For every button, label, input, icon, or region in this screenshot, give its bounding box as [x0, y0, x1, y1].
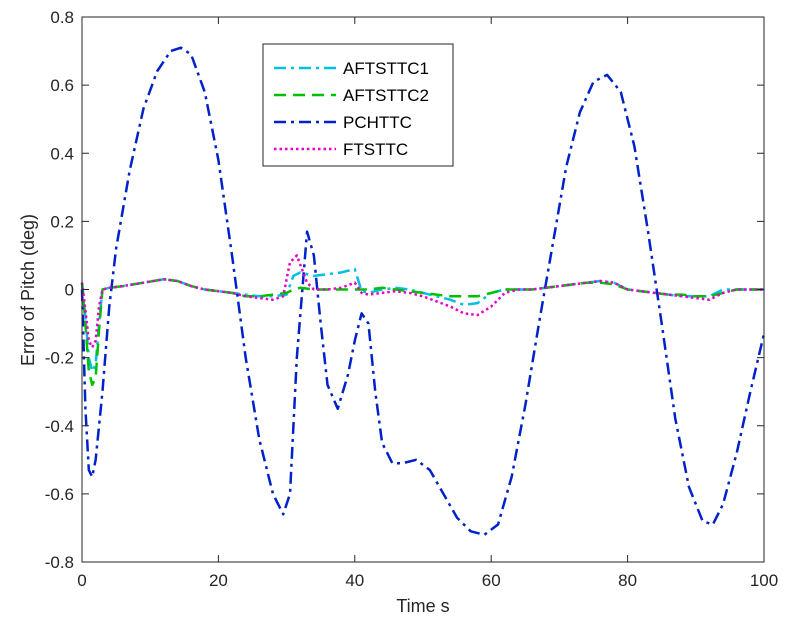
- series-line-pchttc: [80, 46, 766, 536]
- legend-label-aftsttc2: AFTSTTC2: [343, 86, 429, 105]
- x-tick-label: 60: [482, 571, 501, 590]
- legend-box: [262, 43, 454, 167]
- y-tick-label: 0.8: [50, 8, 74, 27]
- y-tick-label: -0.6: [45, 485, 74, 504]
- series-line-aftsttc1: [80, 267, 764, 373]
- series-line-aftsttc2: [80, 278, 764, 387]
- series-line-ftsttc: [80, 254, 764, 349]
- y-tick-label: 0: [65, 281, 74, 300]
- x-tick-label: 0: [77, 571, 86, 590]
- x-tick-label: 80: [618, 571, 637, 590]
- legend-label-ftsttc: FTSTTC: [343, 140, 408, 159]
- ticks-layer: 0 20 40 60 80 100 -0.8 -0.6 -0.4 -0.2 0 0.2 0.4 0.6 0.…: [45, 8, 778, 590]
- legend: AFTSTTC1 AFTSTTC2 PCHTTC FTSTTC: [262, 43, 454, 167]
- y-tick-label: 0.2: [50, 212, 74, 231]
- y-tick-label: -0.8: [45, 553, 74, 572]
- legend-label-aftsttc1: AFTSTTC1: [343, 59, 429, 78]
- y-tick-label: -0.4: [45, 417, 74, 436]
- y-axis-label: Error of Pitch (deg): [18, 214, 38, 366]
- x-tick-label: 100: [750, 571, 778, 590]
- series-layer: [80, 46, 766, 536]
- x-tick-label: 20: [209, 571, 228, 590]
- legend-label-pchttc: PCHTTC: [343, 113, 412, 132]
- y-tick-label: -0.2: [45, 349, 74, 368]
- y-tick-label: 0.6: [50, 76, 74, 95]
- y-tick-label: 0.4: [50, 144, 74, 163]
- x-tick-label: 40: [345, 571, 364, 590]
- x-axis-label: Time s: [396, 596, 449, 616]
